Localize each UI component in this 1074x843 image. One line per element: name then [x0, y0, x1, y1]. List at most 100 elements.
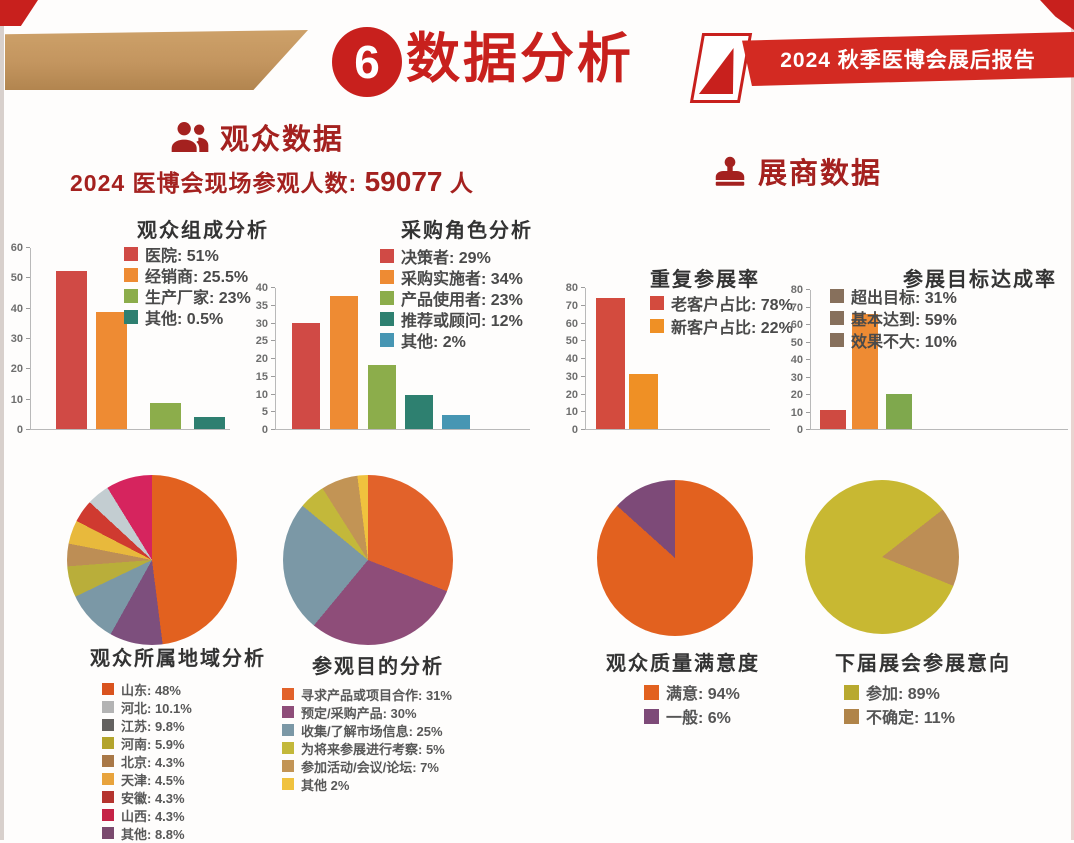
stamp-icon [712, 153, 748, 189]
legend-swatch [844, 684, 859, 700]
y-tick [581, 304, 585, 306]
legend-visit-purpose: 寻求产品或项目合作: 31% 预定/采购产品: 30% 收集/了解市场信息: 25%… [282, 685, 452, 793]
y-tick [806, 306, 810, 308]
legend-purchasing-role: 决策者: 29% 采购实施者: 34% 产品使用者: 23% 推荐或顾问: 12% 其他… [380, 245, 523, 351]
y-tick [806, 289, 810, 290]
y-tick [26, 398, 30, 400]
legend-item: 基本达到: 59% [830, 307, 957, 329]
header-ribbon: 2024 秋季医博会展后报告 [742, 32, 1074, 86]
visitor-count-line: 2024 医博会现场参观人数: 59077 人 [70, 164, 474, 198]
y-tick-label: 10 [565, 406, 578, 419]
legend-label: 参加活动/会议/论坛: 7% [301, 759, 439, 775]
legend-label: 基本达到: 59% [851, 312, 957, 329]
bar-推荐或顾问 [405, 395, 433, 429]
section-number-badge: 6 [332, 27, 402, 97]
legend-label: 一般: 6% [666, 710, 731, 727]
x-axis [30, 429, 230, 430]
legend-label: 新客户占比: 22% [671, 319, 793, 337]
legend-goal-achievement: 超出目标: 31% 基本达到: 59% 效果不大: 10% [830, 285, 957, 351]
pie-chart-next-expo-intention [805, 480, 959, 634]
legend-swatch [102, 773, 114, 785]
legend-label: 为将来参展进行考察: 5% [301, 741, 445, 757]
legend-label: 推荐或顾问: 12% [401, 312, 523, 330]
legend-label: 经销商: 25.5% [145, 268, 249, 286]
y-tick [581, 375, 585, 377]
legend-item: 经销商: 25.5% [124, 264, 251, 286]
legend-swatch [124, 267, 138, 282]
legend-label: 其他: 0.5% [145, 310, 224, 328]
x-axis [810, 429, 1068, 430]
legend-item: 参加: 89% [844, 680, 955, 704]
legend-label: 参加: 89% [866, 686, 940, 703]
bar-超出目标 [820, 409, 846, 429]
bar-经销商 [96, 312, 127, 429]
chart-title-goal-achievement: 参展目标达成率 [903, 269, 1057, 291]
legend-item: 河南: 5.9% [102, 734, 192, 752]
y-tick-label: 80 [790, 284, 803, 296]
page-edge-left [0, 0, 4, 840]
pie-chart-audience-satisfaction [597, 480, 753, 636]
y-axis [585, 288, 586, 430]
legend-item: 山西: 4.3% [102, 806, 192, 824]
y-tick-label: 70 [565, 299, 578, 312]
visitor-count-unit: 人 [442, 170, 474, 196]
legend-swatch [124, 288, 138, 303]
y-tick-label: 40 [255, 282, 268, 294]
legend-label: 山西: 4.3% [121, 808, 185, 824]
y-tick [581, 287, 585, 288]
y-tick [581, 322, 585, 324]
pie-chart-audience-region [67, 475, 237, 645]
y-tick-label: 40 [790, 354, 803, 366]
legend-label: 超出目标: 31% [851, 290, 957, 307]
y-tick-label: 10 [255, 388, 268, 401]
legend-item: 安徽: 4.3% [102, 788, 192, 806]
chart-title-repeat-exhibit-rate: 重复参展率 [650, 269, 760, 291]
legend-item: 寻求产品或项目合作: 31% [282, 685, 452, 703]
legend-label: 决策者: 29% [401, 249, 491, 267]
legend-swatch [380, 311, 394, 326]
legend-item: 采购实施者: 34% [380, 266, 523, 288]
legend-item: 不确定: 11% [844, 704, 955, 728]
legend-next-expo-intention: 参加: 89% 不确定: 11% [844, 680, 955, 728]
legend-swatch [650, 295, 664, 310]
legend-item: 其他: 2% [380, 329, 523, 351]
legend-label: 其他: 2% [401, 333, 466, 351]
y-tick-label: 40 [10, 302, 23, 315]
bar-其他 [442, 414, 470, 429]
y-tick-label: 40 [565, 353, 578, 365]
y-tick-label: 10 [10, 393, 23, 406]
y-tick [806, 376, 810, 378]
legend-item: 满意: 94% [644, 680, 740, 704]
legend-item: 其他: 8.8% [102, 824, 192, 842]
legend-swatch [380, 290, 394, 305]
y-tick-label: 20 [255, 353, 268, 365]
legend-label: 寻求产品或项目合作: 31% [301, 687, 452, 703]
users-icon [170, 120, 210, 154]
y-tick [806, 411, 810, 413]
bar-chart-repeat-exhibit-rate: 0 10 20 30 40 50 60 70 80 [559, 282, 770, 436]
legend-label: 生产厂家: 23% [145, 289, 251, 307]
bar-采购实施者 [330, 295, 358, 429]
legend-label: 采购实施者: 34% [401, 270, 523, 288]
legend-item: 新客户占比: 22% [650, 314, 793, 337]
y-tick-label: 30 [565, 370, 578, 383]
legend-item: 决策者: 29% [380, 245, 523, 267]
legend-swatch [124, 309, 138, 324]
legend-label: 老客户占比: 78% [671, 296, 793, 314]
bar-医院 [56, 271, 87, 429]
legend-label: 山东: 48% [121, 682, 181, 698]
legend-item: 为将来参展进行考察: 5% [282, 739, 452, 757]
legend-label: 河北: 10.1% [121, 700, 192, 716]
y-axis [275, 288, 276, 430]
legend-item: 天津: 4.5% [102, 770, 192, 788]
legend-swatch [830, 333, 844, 347]
visitor-count-value: 59077 [364, 166, 443, 197]
y-tick [26, 277, 30, 279]
y-tick-label: 20 [790, 389, 803, 401]
exhibitor-section-title: 展商数据 [758, 158, 883, 190]
y-tick [271, 375, 275, 377]
bar-新客户占比 [629, 373, 658, 429]
y-tick [271, 322, 275, 324]
legend-label: 河南: 5.9% [121, 736, 185, 752]
legend-item: 收集/了解市场信息: 25% [282, 721, 452, 739]
